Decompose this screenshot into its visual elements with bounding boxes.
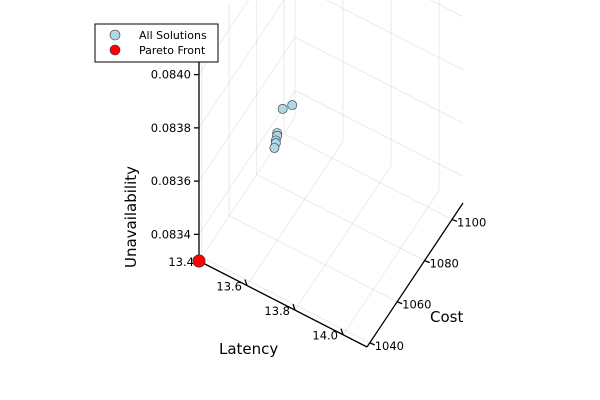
all-solutions-point <box>277 103 288 114</box>
y-axis-tick <box>451 218 458 223</box>
grid-line-z-sidewall <box>198 0 285 129</box>
z-axis-tick-label: 0.0834 <box>151 227 191 241</box>
y-axis-tick <box>424 259 430 264</box>
y-axis-tick <box>369 342 375 346</box>
grid-line-z-sidewall <box>198 90 296 235</box>
z-axis-tick-label: 0.0838 <box>151 121 191 135</box>
grid-line-z-sidewall <box>198 36 296 182</box>
grid-line-z-backwall <box>294 36 464 124</box>
legend-label-pareto-front: Pareto Front <box>139 44 206 57</box>
y-axis-tick-label: 1080 <box>430 257 459 271</box>
x-axis-line <box>198 260 368 348</box>
grid-line-z-backwall <box>294 89 464 177</box>
x-axis-tick-label: 13.6 <box>216 280 242 294</box>
ticks: 13.4 13.6 13.8 14.0 1040 1060 1080 1100 0.0834 0.… <box>151 68 487 353</box>
z-axis-label: Unavailability <box>122 166 140 268</box>
legend: All Solutions Pareto Front <box>94 23 219 63</box>
axes <box>198 48 464 348</box>
y-axis-tick-label: 1040 <box>375 339 404 353</box>
z-axis-tick-label: 0.0836 <box>151 174 191 188</box>
x-axis-label: Latency <box>219 340 278 358</box>
grid-line-x-floor <box>294 165 392 311</box>
legend-label-all-solutions: All Solutions <box>139 29 207 42</box>
x-axis-tick <box>292 303 296 311</box>
grid-line-y-floor <box>228 215 398 303</box>
grid-lines <box>198 0 464 344</box>
y-axis-label: Cost <box>430 308 463 326</box>
grid-line-x-floor <box>246 141 344 286</box>
y-axis-tick <box>396 301 403 305</box>
grid-line-y-floor <box>201 256 370 344</box>
y-axis-tick-label: 1100 <box>457 215 486 229</box>
y-axis-tick-label: 1060 <box>402 298 431 312</box>
pareto-front-point <box>192 254 206 268</box>
x-axis-tick-label: 13.8 <box>264 304 290 318</box>
y-axis-line <box>366 202 464 348</box>
legend-box <box>94 23 219 63</box>
grid-line-z-backwall <box>325 0 464 71</box>
grid-line-y-floor <box>283 133 453 220</box>
grid-line-x-floor <box>342 190 440 335</box>
all-solutions-point <box>287 100 298 111</box>
data-points <box>192 100 298 268</box>
z-axis-tick-label: 0.0840 <box>151 68 191 82</box>
legend-marker-all-solutions <box>109 29 121 41</box>
x-axis-tick <box>244 279 248 286</box>
x-axis-tick-label: 13.4 <box>168 255 194 269</box>
legend-marker-pareto-front <box>109 44 121 56</box>
all-solutions-point <box>269 142 280 153</box>
x-axis-tick <box>340 328 344 335</box>
x-axis-tick-label: 14.0 <box>312 329 338 343</box>
grid-line-y-floor <box>256 174 425 262</box>
grid-line-z-backwall <box>429 0 464 18</box>
